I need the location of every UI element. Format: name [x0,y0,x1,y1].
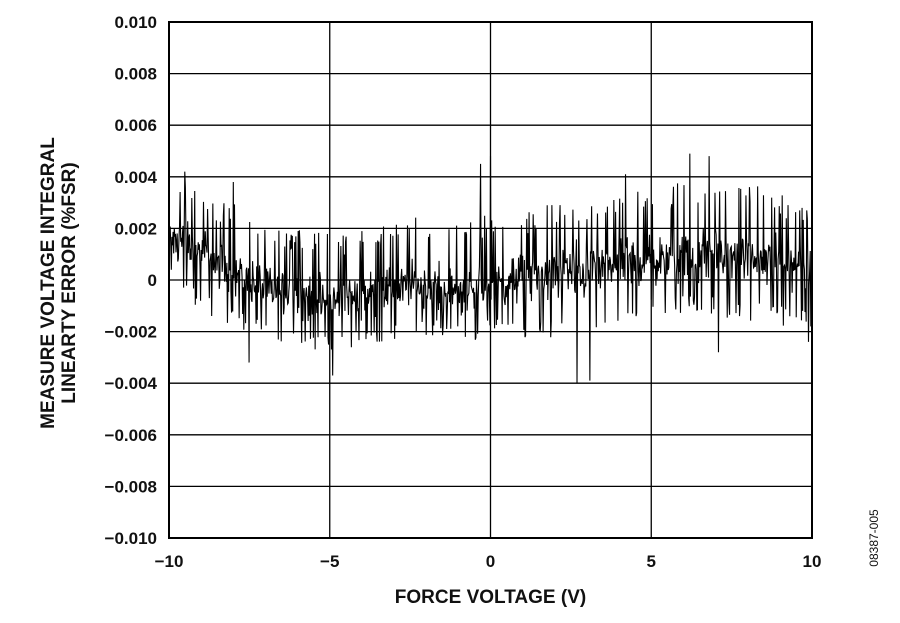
y-axis-title-line-1: MEASURE VOLTAGE INTEGRAL [38,137,59,429]
series-line [168,153,813,384]
x-tick-labels: −10 −5 0 5 10 [155,552,822,571]
x-axis-title: FORCE VOLTAGE (V) [395,587,586,608]
x-tick-label: −5 [320,552,339,571]
y-tick-label: −0.002 [105,323,157,342]
x-tick-label: 0 [486,552,495,571]
y-tick-label: 0.002 [114,219,157,238]
y-tick-label: −0.010 [105,529,157,548]
x-tick-label: 5 [647,552,656,571]
y-tick-label: 0.006 [114,116,157,135]
y-tick-label: 0.008 [114,65,157,84]
figure-id: 08387-005 [867,509,881,567]
x-tick-label: 10 [803,552,822,571]
y-tick-label: −0.004 [105,374,158,393]
y-tick-label: 0.010 [114,13,157,32]
y-tick-label: −0.006 [105,426,157,445]
y-tick-label: −0.008 [105,477,157,496]
y-tick-labels: −0.010 −0.008 −0.006 −0.004 −0.002 0 0.002 0.00… [105,13,158,548]
y-tick-label: 0.004 [114,168,157,187]
y-axis-title-line-2: LINEARTY ERROR (%FSR) [59,162,80,403]
y-axis-title: MEASURE VOLTAGE INTEGRAL LINEARTY ERROR … [38,137,80,429]
plot-frame [168,21,813,539]
x-tick-label: −10 [155,552,184,571]
series-noise-trace [168,153,813,384]
y-tick-label: 0 [148,271,157,290]
